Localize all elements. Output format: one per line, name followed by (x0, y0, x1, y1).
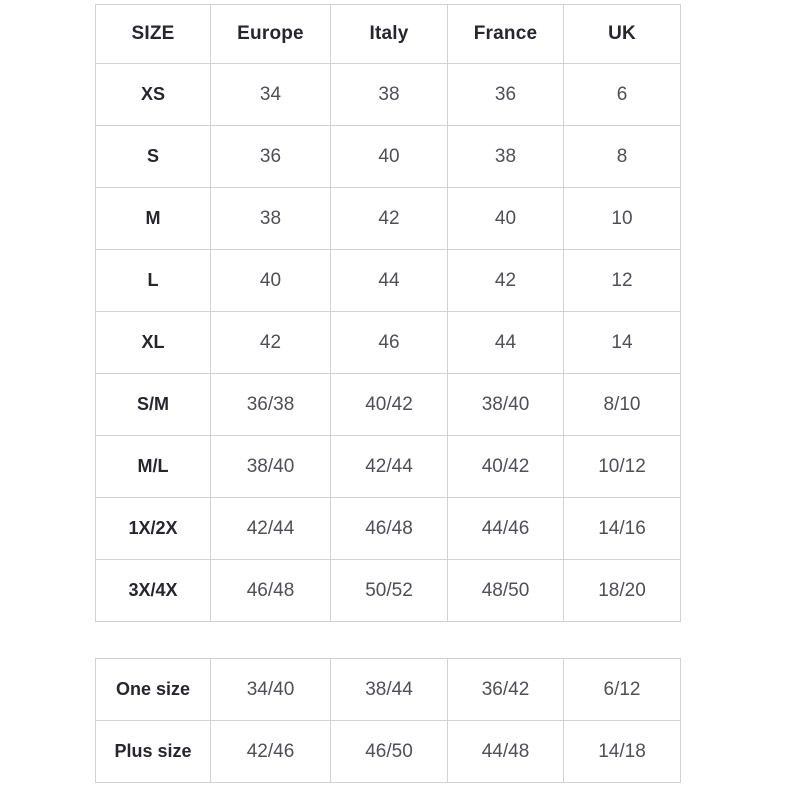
cell-italy: 40/42 (330, 373, 448, 436)
cell-uk: 8/10 (563, 373, 681, 436)
table-row-plus-size: Plus size 42/46 46/50 44/48 14/18 (95, 720, 681, 783)
table-row-xs: XS 34 38 36 6 (95, 63, 681, 126)
cell-france: 36 (447, 63, 564, 126)
cell-europe: 34/40 (210, 658, 331, 721)
row-label: M/L (95, 435, 211, 498)
table-row-ml: M/L 38/40 42/44 40/42 10/12 (95, 435, 681, 498)
cell-france: 42 (447, 249, 564, 312)
cell-europe: 38/40 (210, 435, 331, 498)
cell-europe: 34 (210, 63, 331, 126)
cell-italy: 46/50 (330, 720, 448, 783)
cell-france: 38/40 (447, 373, 564, 436)
cell-uk: 14/18 (563, 720, 681, 783)
cell-europe: 36/38 (210, 373, 331, 436)
row-label: Plus size (95, 720, 211, 783)
row-label: L (95, 249, 211, 312)
table-row-3x4x: 3X/4X 46/48 50/52 48/50 18/20 (95, 559, 681, 622)
row-label: 1X/2X (95, 497, 211, 560)
cell-france: 44/48 (447, 720, 564, 783)
cell-europe: 42 (210, 311, 331, 374)
cell-france: 36/42 (447, 658, 564, 721)
row-label: S/M (95, 373, 211, 436)
cell-europe: 38 (210, 187, 331, 250)
cell-italy: 50/52 (330, 559, 448, 622)
column-header-italy: Italy (330, 4, 448, 64)
column-header-uk: UK (563, 4, 681, 64)
cell-europe: 46/48 (210, 559, 331, 622)
cell-uk: 12 (563, 249, 681, 312)
cell-france: 48/50 (447, 559, 564, 622)
table-row-m: M 38 42 40 10 (95, 187, 681, 250)
size-conversion-table: SIZE Europe Italy France UK XS 34 38 36 … (95, 4, 681, 622)
cell-europe: 42/44 (210, 497, 331, 560)
row-label: S (95, 125, 211, 188)
cell-france: 44/46 (447, 497, 564, 560)
cell-italy: 42/44 (330, 435, 448, 498)
cell-uk: 14/16 (563, 497, 681, 560)
cell-uk: 18/20 (563, 559, 681, 622)
table-header-row: SIZE Europe Italy France UK (95, 4, 681, 64)
cell-france: 40/42 (447, 435, 564, 498)
cell-italy: 46/48 (330, 497, 448, 560)
table-row-s: S 36 40 38 8 (95, 125, 681, 188)
cell-uk: 6/12 (563, 658, 681, 721)
table-row-sm: S/M 36/38 40/42 38/40 8/10 (95, 373, 681, 436)
cell-france: 44 (447, 311, 564, 374)
cell-france: 38 (447, 125, 564, 188)
cell-europe: 40 (210, 249, 331, 312)
table-row-l: L 40 44 42 12 (95, 249, 681, 312)
cell-italy: 44 (330, 249, 448, 312)
cell-italy: 42 (330, 187, 448, 250)
row-label: 3X/4X (95, 559, 211, 622)
table-row-xl: XL 42 46 44 14 (95, 311, 681, 374)
cell-italy: 40 (330, 125, 448, 188)
cell-europe: 36 (210, 125, 331, 188)
cell-uk: 8 (563, 125, 681, 188)
cell-uk: 10/12 (563, 435, 681, 498)
cell-uk: 6 (563, 63, 681, 126)
cell-italy: 38/44 (330, 658, 448, 721)
cell-italy: 38 (330, 63, 448, 126)
row-label: XL (95, 311, 211, 374)
column-header-size: SIZE (95, 4, 211, 64)
row-label: One size (95, 658, 211, 721)
row-label: M (95, 187, 211, 250)
size-conversion-section: SIZE Europe Italy France UK XS 34 38 36 … (95, 4, 681, 783)
cell-uk: 14 (563, 311, 681, 374)
cell-uk: 10 (563, 187, 681, 250)
cell-europe: 42/46 (210, 720, 331, 783)
cell-italy: 46 (330, 311, 448, 374)
column-header-europe: Europe (210, 4, 331, 64)
row-label: XS (95, 63, 211, 126)
table-row-1x2x: 1X/2X 42/44 46/48 44/46 14/16 (95, 497, 681, 560)
special-sizes-table: One size 34/40 38/44 36/42 6/12 Plus siz… (95, 658, 681, 783)
table-row-one-size: One size 34/40 38/44 36/42 6/12 (95, 658, 681, 721)
cell-france: 40 (447, 187, 564, 250)
column-header-france: France (447, 4, 564, 64)
